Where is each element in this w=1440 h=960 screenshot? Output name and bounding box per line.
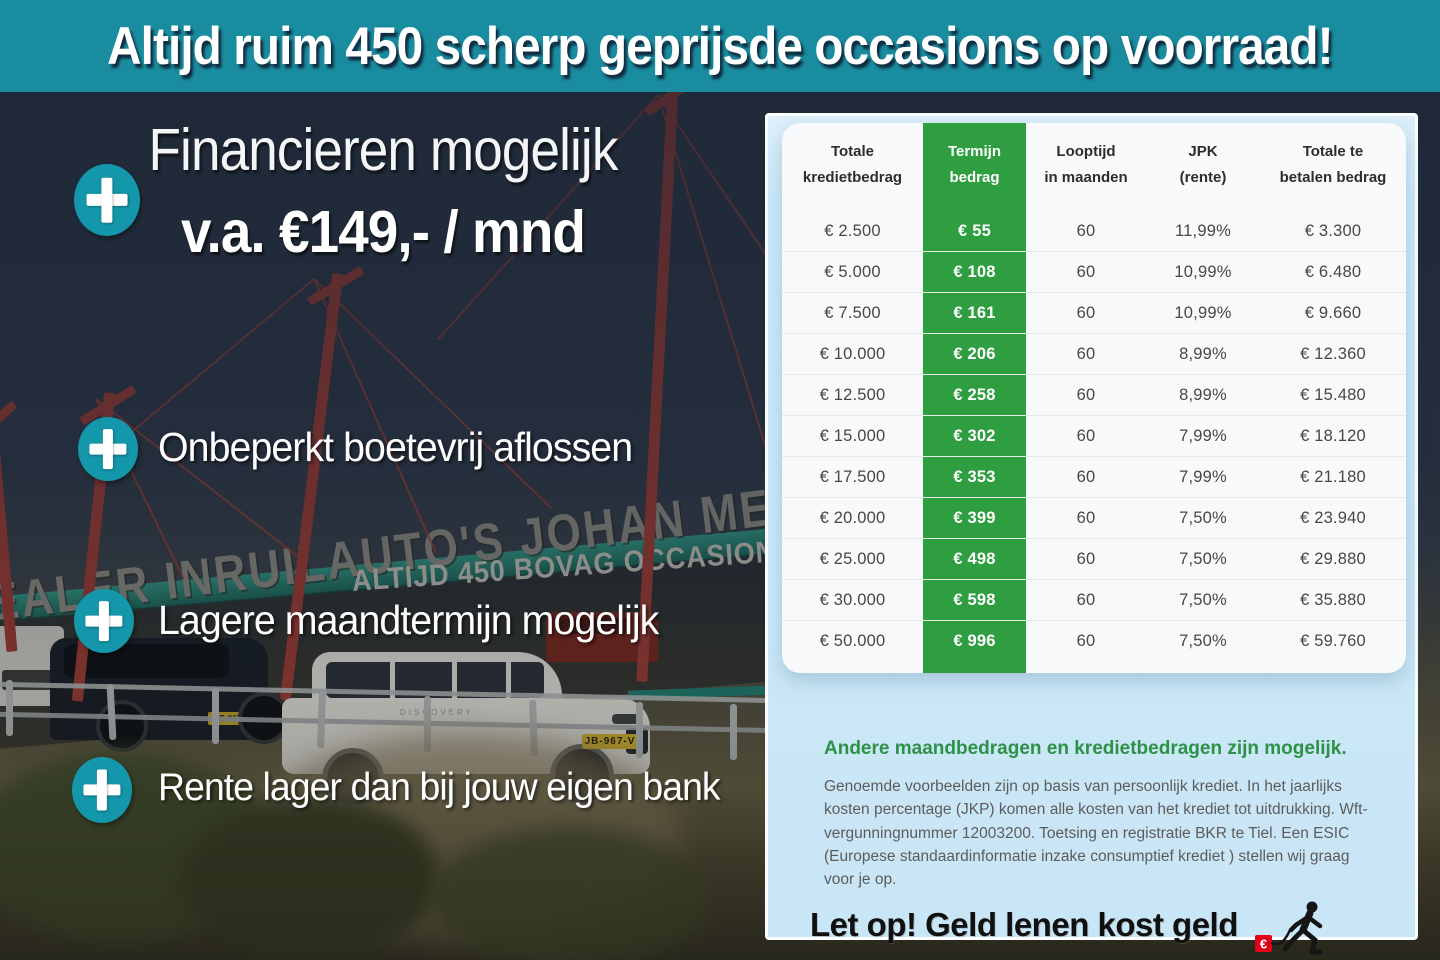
green-column-tail <box>923 651 1026 673</box>
table-cell: € 20.000 <box>819 508 886 527</box>
table-cell: € 6.480 <box>1304 262 1362 281</box>
table-cell: 8,99% <box>1179 385 1227 404</box>
table-cell: 11,99% <box>1175 221 1231 240</box>
table-cell: 7,50% <box>1179 549 1227 568</box>
table-cell: € 3.300 <box>1304 221 1362 240</box>
promo-price-line: v.a. €149,- / mnd <box>180 199 586 265</box>
table-cell: € 55 <box>923 211 1026 251</box>
bullet-label: Rente lager dan bij jouw eigen bank <box>158 766 721 809</box>
banner-text: Altijd ruim 450 scherp geprijsde occasio… <box>107 16 1333 76</box>
table-cell: 60 <box>1076 344 1096 363</box>
table-cell: € 206 <box>923 334 1026 374</box>
table-header-cell: Termijn bedrag <box>923 123 1026 211</box>
table-cell: € 598 <box>923 580 1026 620</box>
credit-warning-text: Let op! Geld lenen kost geld <box>810 906 1238 943</box>
table-cell: 7,99% <box>1179 426 1227 445</box>
table-row: € 5.000 € 108 60 10,99% € 6.480 <box>782 251 1406 292</box>
table-cell: € 21.180 <box>1300 467 1366 486</box>
table-cell: € 9.660 <box>1304 303 1362 322</box>
table-row: € 50.000 € 996 60 7,50% € 59.760 <box>782 620 1406 661</box>
table-cell: € 29.880 <box>1300 549 1366 568</box>
table-cell: 60 <box>1076 303 1096 322</box>
table-cell: € 10.000 <box>819 344 886 363</box>
table-header-cell: Totale kredietbedrag <box>802 143 903 187</box>
table-cell: 10,99% <box>1174 262 1232 281</box>
table-cell: € 5.000 <box>824 262 881 281</box>
table-cell: € 7.500 <box>824 303 881 322</box>
table-cell: € 30.000 <box>819 590 886 609</box>
bullet-label: Onbeperkt boetevrij aflossen <box>158 424 633 470</box>
table-cell: € 50.000 <box>819 631 886 650</box>
credit-warning: Let op! Geld lenen kost geld € <box>810 894 1332 956</box>
table-cell: € 2.500 <box>824 221 881 240</box>
bullet-label: Lagere maandtermijn mogelijk <box>158 597 659 643</box>
table-header-cell: JPK (rente) <box>1179 143 1227 187</box>
table-cell: € 302 <box>923 416 1026 456</box>
table-row: € 2.500 € 55 60 11,99% € 3.300 <box>782 211 1406 251</box>
euro-drag-walking-man-icon: € <box>1254 901 1323 955</box>
table-cell: 8,99% <box>1179 344 1227 363</box>
table-cell: 60 <box>1076 221 1096 240</box>
plus-icon <box>74 164 140 236</box>
table-row: € 25.000 € 498 60 7,50% € 29.880 <box>782 538 1406 579</box>
table-cell: € 258 <box>923 375 1026 415</box>
table-cell: € 161 <box>923 293 1026 333</box>
table-row: € 12.500 € 258 60 8,99% € 15.480 <box>782 374 1406 415</box>
promo-copy: Financieren mogelijk v.a. €149,- / mnd O… <box>0 0 766 960</box>
svg-text:€: € <box>1260 937 1267 952</box>
table-cell: 60 <box>1076 508 1096 527</box>
disclaimer-body: Genoemde voorbeelden zijn op basis van p… <box>824 778 1368 888</box>
table-cell: 10,99% <box>1174 303 1232 322</box>
table-cell: € 25.000 <box>819 549 886 568</box>
table-cell: € 12.500 <box>819 385 886 404</box>
table-body: € 2.500 € 55 60 11,99% € 3.300 € 5.000 € 108 60… <box>782 211 1406 661</box>
table-cell: 7,99% <box>1179 467 1227 486</box>
table-row: € 17.500 € 353 60 7,99% € 21.180 <box>782 456 1406 497</box>
promo-headline: Financieren mogelijk <box>148 117 619 183</box>
table-cell: 60 <box>1076 426 1096 445</box>
table-cell: € 15.480 <box>1300 385 1366 404</box>
table-cell: 60 <box>1076 590 1096 609</box>
plus-icon <box>78 417 138 481</box>
table-row: € 30.000 € 598 60 7,50% € 35.880 <box>782 579 1406 620</box>
table-cell: € 18.120 <box>1300 426 1366 445</box>
table-cell: € 35.880 <box>1300 590 1366 609</box>
table-cell: 7,50% <box>1179 631 1227 650</box>
table-cell: € 17.500 <box>819 467 886 486</box>
table-row: € 10.000 € 206 60 8,99% € 12.360 <box>782 333 1406 374</box>
table-cell: 60 <box>1076 631 1096 650</box>
table-cell: 7,50% <box>1179 508 1227 527</box>
table-header-cell: Looptijd in maanden <box>1044 143 1128 187</box>
table-cell: € 108 <box>923 252 1026 292</box>
top-banner: Altijd ruim 450 scherp geprijsde occasio… <box>0 0 1440 92</box>
table-cell: € 23.940 <box>1300 508 1366 527</box>
table-cell: 60 <box>1076 262 1096 281</box>
finance-panel: Totale kredietbedrag Termijn bedrag Looptijd… <box>765 113 1418 955</box>
finance-table-card: Totale kredietbedrag Termijn bedrag Looptijd… <box>782 123 1406 673</box>
table-header-row: Totale kredietbedrag Termijn bedrag Looptijd… <box>782 123 1406 211</box>
table-header-cell: Totale te betalen bedrag <box>1279 143 1387 187</box>
disclaimer-heading: Andere maandbedragen en kredietbedragen … <box>824 738 1347 759</box>
table-cell: € 498 <box>923 539 1026 579</box>
table-cell: € 15.000 <box>819 426 886 445</box>
table-row: € 7.500 € 161 60 10,99% € 9.660 <box>782 292 1406 333</box>
table-cell: 60 <box>1076 467 1096 486</box>
table-cell: € 353 <box>923 457 1026 497</box>
table-cell: 60 <box>1076 385 1096 404</box>
table-cell: € 12.360 <box>1300 344 1366 363</box>
table-cell: 60 <box>1076 549 1096 568</box>
table-cell: € 399 <box>923 498 1026 538</box>
plus-icon <box>72 757 132 823</box>
table-cell: 7,50% <box>1179 590 1227 609</box>
table-row: € 20.000 € 399 60 7,50% € 23.940 <box>782 497 1406 538</box>
table-row: € 15.000 € 302 60 7,99% € 18.120 <box>782 415 1406 456</box>
table-cell: € 59.760 <box>1300 631 1366 650</box>
plus-icon <box>74 589 134 653</box>
